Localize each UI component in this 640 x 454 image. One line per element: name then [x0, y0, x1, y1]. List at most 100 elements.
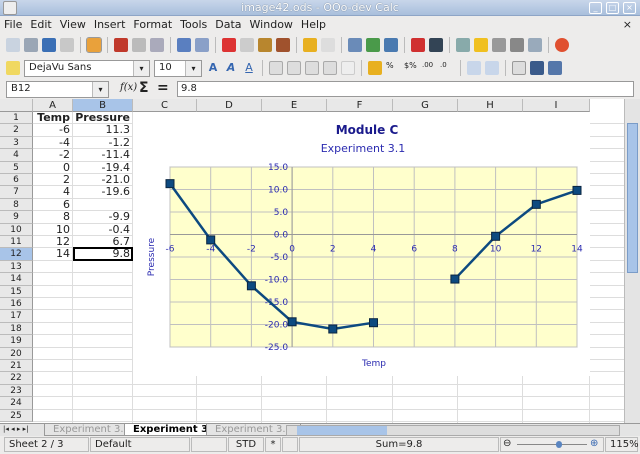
zoom-percent[interactable]: 115% [605, 437, 639, 452]
row-header[interactable]: 13 [0, 260, 33, 274]
horizontal-scrollbar[interactable] [286, 425, 620, 436]
help-icon[interactable] [555, 38, 569, 52]
print-icon[interactable] [132, 38, 146, 52]
column-header-c[interactable]: C [133, 99, 197, 112]
chevron-down-icon[interactable]: ▾ [185, 60, 201, 76]
autospellcheck-icon[interactable] [195, 38, 209, 52]
font-name-combo[interactable]: DejaVu Sans ▾ [24, 59, 150, 77]
spellcheck-icon[interactable] [177, 38, 191, 52]
decrease-indent-icon[interactable] [467, 61, 481, 75]
cell-b10[interactable]: -0.4 [108, 222, 130, 236]
row-header[interactable]: 10 [0, 223, 33, 236]
cell-b5[interactable]: -19.4 [101, 160, 130, 174]
close-window-button[interactable]: × [623, 2, 636, 14]
align-center-icon[interactable] [287, 61, 301, 75]
open-icon[interactable] [24, 38, 38, 52]
row-header[interactable]: 20 [0, 347, 33, 360]
row-header[interactable]: 4 [0, 149, 33, 162]
row-header[interactable]: 17 [0, 310, 33, 323]
font-color-icon[interactable] [548, 61, 562, 75]
cell-a4[interactable]: -2 [59, 148, 70, 162]
name-box[interactable]: B12 ▾ [6, 81, 109, 98]
vertical-scroll-thumb[interactable] [627, 123, 638, 273]
hyperlink-icon[interactable] [348, 38, 362, 52]
spreadsheet-grid[interactable]: A B C D E F G H I 1 2 3 4 5 6 7 8 9 10 11 12 13 14 15 16 17 18 19 20… [0, 99, 624, 423]
standard-format-icon[interactable]: $% [404, 61, 417, 70]
row-header[interactable]: 5 [0, 161, 33, 174]
close-document-icon[interactable]: × [622, 18, 632, 31]
cell-b6[interactable]: -21.0 [101, 173, 130, 186]
column-header-e[interactable]: E [262, 99, 327, 112]
row-header[interactable]: 16 [0, 298, 33, 311]
menu-help[interactable]: Help [300, 18, 326, 31]
font-size-combo[interactable]: 10 ▾ [154, 59, 202, 77]
merge-cells-icon[interactable] [341, 61, 355, 75]
justify-icon[interactable] [323, 61, 337, 75]
zoom-slider-thumb[interactable] [556, 441, 562, 448]
menu-file[interactable]: File [4, 18, 23, 31]
cell-b12[interactable]: 9.8 [112, 247, 131, 261]
cell-a10[interactable]: 10 [56, 222, 70, 236]
currency-format-icon[interactable] [368, 61, 382, 75]
cell-a12[interactable]: 14 [56, 247, 70, 261]
cell-a8[interactable]: 6 [63, 197, 70, 211]
background-color-icon[interactable] [530, 61, 544, 75]
new-document-icon[interactable] [6, 38, 20, 52]
row-header[interactable]: 6 [0, 174, 33, 187]
column-header-d[interactable]: D [197, 99, 262, 112]
cell-b2[interactable]: 11.3 [105, 123, 131, 137]
menu-insert[interactable]: Insert [93, 18, 126, 31]
styles-icon[interactable] [6, 61, 20, 75]
sort-ascending-icon[interactable] [366, 38, 380, 52]
menu-format[interactable]: Format [133, 18, 173, 31]
cut-icon[interactable] [222, 38, 236, 52]
function-wizard-icon[interactable]: f(x) [120, 82, 138, 93]
function-equals-icon[interactable]: = [157, 80, 169, 96]
menu-tools[interactable]: Tools [180, 18, 208, 31]
zoom-in-icon[interactable]: ⊕ [590, 438, 599, 449]
row-header[interactable]: 19 [0, 335, 33, 348]
column-header-f[interactable]: F [327, 99, 393, 112]
redo-icon[interactable] [321, 38, 335, 52]
tab-nav-arrows-icon[interactable]: |◂ ◂ ▸ ▸| [3, 425, 29, 433]
maximize-button[interactable]: □ [606, 2, 619, 14]
format-paintbrush-icon[interactable] [276, 38, 290, 52]
menu-window[interactable]: Window [249, 18, 293, 31]
paste-icon[interactable] [258, 38, 272, 52]
selection-mode[interactable]: STD [228, 437, 264, 452]
copy-icon[interactable] [240, 38, 254, 52]
zoom-slider[interactable]: ⊖ ⊕ [500, 437, 604, 452]
row-header[interactable]: 11 [0, 236, 33, 249]
digital-signature[interactable] [282, 437, 298, 452]
align-left-icon[interactable] [269, 61, 283, 75]
row-header[interactable]: 9 [0, 211, 33, 224]
row-header[interactable]: 18 [0, 322, 33, 336]
sum-icon[interactable]: Σ [139, 80, 149, 96]
horizontal-scroll-thumb[interactable] [297, 426, 387, 435]
cell-b11[interactable]: 6.7 [112, 235, 131, 248]
cell-b7[interactable]: -19.6 [101, 185, 130, 199]
sort-descending-icon[interactable] [384, 38, 398, 52]
row-header[interactable]: 14 [0, 273, 33, 286]
row-header[interactable]: 25 [0, 409, 33, 422]
align-right-icon[interactable] [305, 61, 319, 75]
cell-a6[interactable]: 2 [63, 173, 70, 186]
row-header[interactable]: 21 [0, 360, 33, 373]
row-header[interactable]: 22 [0, 372, 33, 385]
page-style[interactable]: Default [90, 437, 190, 452]
cell-a11[interactable]: 12 [56, 235, 70, 248]
borders-icon[interactable] [512, 61, 526, 75]
cell-a9[interactable]: 8 [63, 210, 70, 224]
column-header-g[interactable]: G [393, 99, 458, 112]
column-header-h[interactable]: H [458, 99, 523, 112]
zoom-out-icon[interactable]: ⊖ [503, 438, 512, 449]
navigator-icon[interactable] [474, 38, 488, 52]
menu-edit[interactable]: Edit [30, 18, 52, 31]
row-header[interactable]: 24 [0, 397, 33, 410]
chevron-down-icon[interactable]: ▾ [92, 82, 108, 97]
export-pdf-icon[interactable] [114, 38, 128, 52]
row-header[interactable]: 3 [0, 136, 33, 150]
cell-a3[interactable]: -4 [59, 135, 70, 149]
row-header[interactable]: 2 [0, 124, 33, 137]
row-header[interactable]: 12 [0, 248, 33, 261]
